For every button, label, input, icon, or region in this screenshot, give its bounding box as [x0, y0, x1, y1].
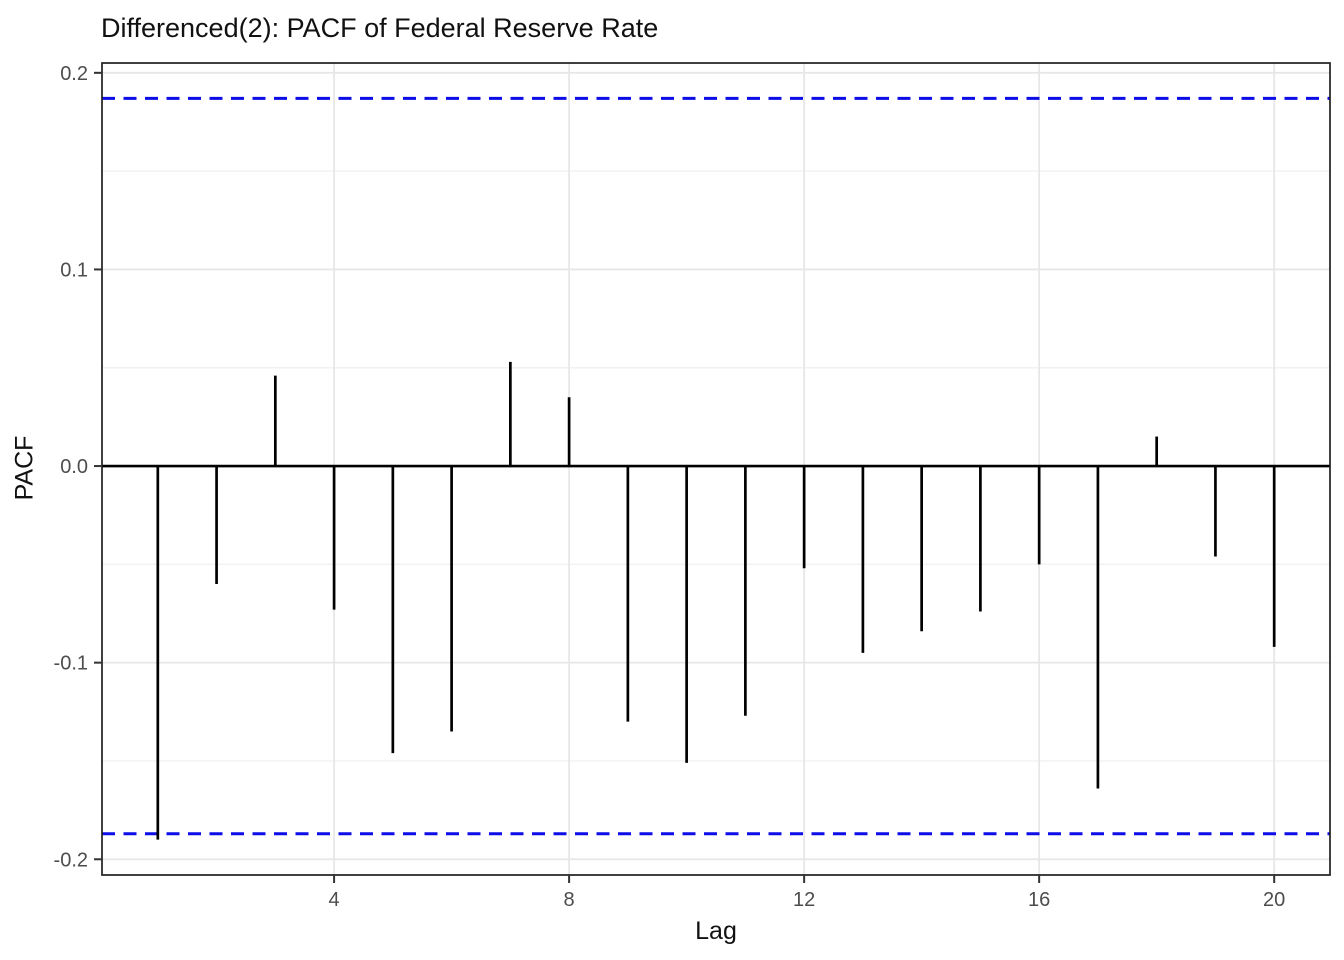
y-tick-label: 0.1 — [60, 259, 88, 281]
x-tick-label: 16 — [1028, 889, 1050, 911]
x-tick-label: 12 — [793, 889, 815, 911]
y-tick-label: -0.1 — [54, 653, 88, 675]
y-tick-label: -0.2 — [54, 849, 88, 871]
panel-border — [101, 62, 1331, 876]
x-axis-title: Lag — [695, 917, 737, 945]
y-tick-label: 0.2 — [60, 63, 88, 85]
x-tick-label: 4 — [329, 889, 340, 911]
y-tick-label: 0.0 — [60, 456, 88, 478]
plot-panel — [102, 63, 1330, 875]
x-tick-label: 20 — [1263, 889, 1285, 911]
x-tick-label: 8 — [564, 889, 575, 911]
chart-title: Differenced(2): PACF of Federal Reserve … — [101, 13, 659, 43]
